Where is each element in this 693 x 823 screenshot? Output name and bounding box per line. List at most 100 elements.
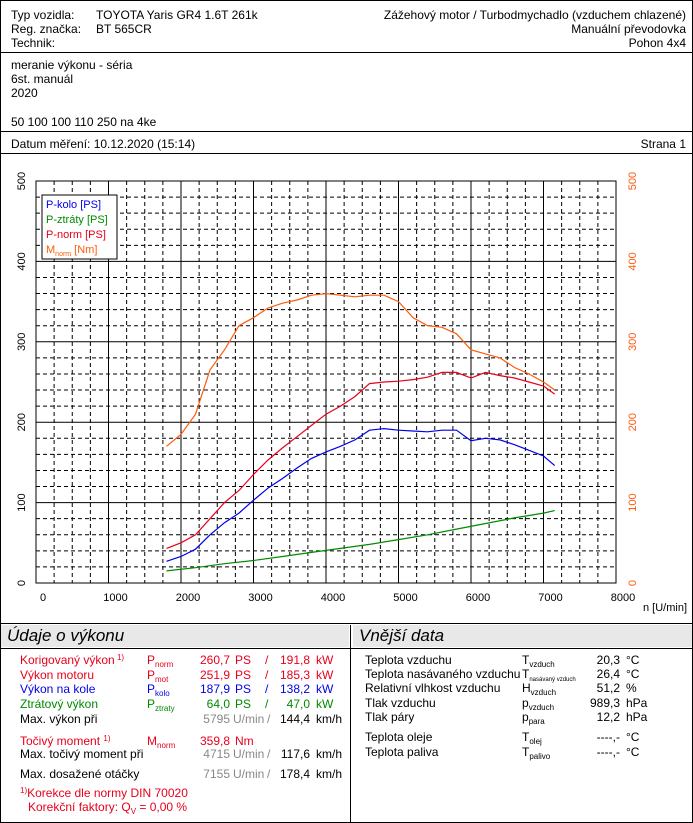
external-value: 989,3: [589, 696, 620, 710]
vehicle-type-label: Typ vozidla:: [11, 8, 75, 22]
series-line-2: [166, 371, 556, 549]
x-tick-label: 8000: [611, 592, 635, 604]
gearbox-type: Manuální převodovka: [571, 22, 686, 36]
perf-unit-kw: kW: [316, 667, 334, 682]
perf-unit-ps: PS: [235, 653, 252, 667]
perf-unit-kw: kW: [316, 682, 334, 696]
external-symbol: pvzduch: [522, 696, 555, 712]
perf-value-ps: 64,0: [206, 696, 230, 711]
section-divider: [350, 625, 351, 822]
x-tick-label: 5000: [393, 592, 417, 604]
notes-divider: [1, 131, 692, 132]
external-unit: °C: [626, 730, 640, 744]
max-rpm-slash: /: [267, 767, 271, 781]
footnote-din: 1)Korekce dle normy DIN 70020: [20, 786, 188, 800]
external-label: Teplota paliva: [365, 745, 439, 759]
perf-value-ps: 187,9: [199, 682, 230, 696]
external-label: Teplota nasávaného vzduchu: [365, 667, 521, 681]
external-value: ----,-: [596, 730, 620, 744]
perf-separator: /: [265, 696, 269, 711]
perf-symbol: Pmot: [147, 667, 169, 684]
power-torque-chart: 0 1000 2000 3000 4000 5000 6000 7000 80000100200…: [16, 172, 687, 614]
page-number: Strana 1: [640, 137, 686, 151]
series-line-0: [166, 427, 556, 562]
max-rpm-speed-unit: km/h: [316, 767, 343, 781]
external-value: 12,2: [596, 710, 620, 724]
y-right-tick-label: 100: [627, 493, 639, 511]
max-power-rpm: 5795: [203, 712, 230, 726]
external-label: Teplota oleje: [365, 730, 433, 744]
max-rpm-value: 7155: [203, 767, 230, 781]
max-rpm-speed: 178,4: [279, 767, 310, 781]
note-line-3: 2020: [11, 86, 38, 100]
perf-value-ps: 260,7: [199, 653, 230, 667]
external-value: ----,-: [596, 745, 620, 759]
max-torque-speed-unit: km/h: [316, 747, 343, 761]
external-label: Teplota vzduchu: [365, 653, 452, 667]
torque-value: 359,8: [199, 734, 230, 748]
external-section-title: Vnější data: [353, 625, 692, 647]
header-divider: [1, 52, 692, 53]
y-right-tick-label: 0: [627, 580, 639, 586]
external-value: 26,4: [596, 667, 620, 681]
registration-value: BT 565CR: [96, 22, 152, 36]
engine-type: Zážehový motor / Turbodmychadlo (vzduche…: [383, 8, 686, 22]
legend-entry-1: P-ztráty [PS]: [46, 214, 108, 226]
torque-note: 1): [103, 734, 111, 743]
torque-symbol: Mnorm: [147, 734, 176, 750]
external-label: Tlak vzduchu: [365, 696, 436, 710]
max-torque-label: Max. točivý moment při: [20, 747, 144, 761]
external-unit: hPa: [626, 696, 648, 710]
perf-value-kw: 47,0: [286, 696, 310, 711]
max-torque-rpm: 4715: [203, 747, 230, 761]
y-right-tick-label: 400: [627, 252, 639, 270]
perf-unit-ps: PS: [235, 682, 252, 696]
max-power-rpm-unit: U/min: [233, 712, 265, 726]
external-unit: hPa: [626, 710, 648, 724]
x-tick-label: 4000: [321, 592, 345, 604]
chart-lines: [166, 292, 556, 572]
perf-label: Výkon na kole: [20, 682, 96, 696]
drive-type: Pohon 4x4: [628, 36, 686, 50]
external-symbol: Hvzduch: [522, 681, 557, 697]
perf-unit-kw: kW: [316, 696, 334, 711]
torque-label: Točivý moment: [20, 734, 101, 748]
x-tick-label: 1000: [103, 592, 127, 604]
max-power-speed: 144,4: [279, 712, 310, 726]
perf-label: Výkon motoru: [20, 667, 95, 682]
max-power-slash: /: [267, 712, 271, 726]
perf-value-kw: 185,3: [279, 667, 310, 682]
note-line-1: meranie výkonu - séria: [11, 58, 133, 72]
external-unit: %: [626, 681, 637, 695]
external-unit: °C: [626, 745, 640, 759]
perf-unit-kw: kW: [316, 653, 334, 667]
external-symbol: Tolej: [522, 730, 542, 746]
perf-label: Ztrátový výkon: [20, 696, 99, 711]
perf-unit-ps: PS: [235, 696, 252, 711]
external-unit: °C: [626, 653, 640, 667]
y-left-tick-label: 0: [16, 580, 28, 586]
max-torque-rpm-unit: U/min: [233, 747, 265, 761]
legend-entry-3: Mnorm [Nm]: [46, 244, 97, 258]
torque-unit: Nm: [235, 734, 254, 748]
y-left-tick-label: 500: [16, 172, 28, 190]
y-left-tick-label: 400: [16, 252, 28, 270]
max-rpm-label: Max. dosažené otáčky: [20, 767, 140, 781]
chart-ticks: 0 1000 2000 3000 4000 5000 6000 7000 80000100200…: [16, 172, 639, 604]
max-torque-speed: 117,6: [280, 747, 310, 761]
external-value: 51,2: [596, 681, 620, 695]
max-rpm-unit: U/min: [233, 767, 265, 781]
chart-legend: P-kolo [PS] P-ztráty [PS] P-norm [PS] Mnorm…: [41, 194, 118, 260]
x-axis-label: n [U/min]: [643, 602, 687, 614]
perf-separator: /: [265, 667, 269, 682]
external-symbol: Tnasávaný vzduch: [522, 667, 576, 683]
x-tick-label: 7000: [538, 592, 562, 604]
perf-value-kw: 191,8: [279, 653, 310, 667]
y-left-tick-label: 100: [16, 493, 28, 511]
max-power-speed-unit: km/h: [316, 712, 343, 726]
technician-label: Technik:: [11, 36, 56, 50]
perf-value-ps: 251,9: [199, 667, 230, 682]
date-divider: [1, 153, 692, 154]
max-power-label: Max. výkon při: [20, 712, 98, 726]
